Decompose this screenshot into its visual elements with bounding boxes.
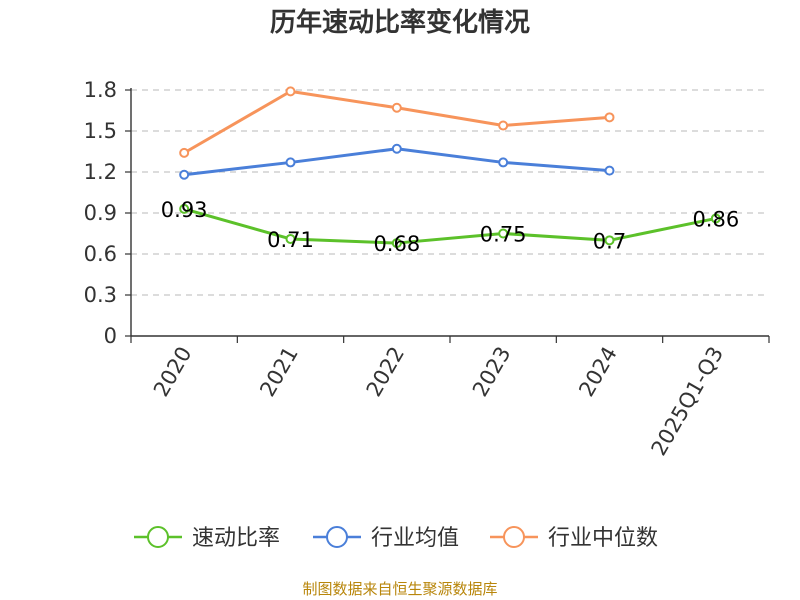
x-tick-label: 2020 [149,343,197,401]
data-point[interactable] [285,157,296,168]
data-point[interactable] [498,228,509,239]
data-point[interactable] [391,102,402,113]
data-point[interactable] [391,143,402,154]
data-label: 0.75 [480,223,527,247]
data-point[interactable] [285,86,296,97]
series-line-3 [183,89,610,155]
y-tick-label: 1.2 [84,160,117,184]
legend-label: 行业均值 [371,526,459,551]
data-point[interactable] [179,203,190,214]
data-label: 0.86 [692,207,739,231]
legend-marker [147,526,169,548]
legend-item-1[interactable]: 速动比率 [134,526,280,551]
data-point[interactable] [498,120,509,131]
data-label: 0.71 [267,228,314,252]
data-label: 0.7 [593,229,626,253]
data-point[interactable] [179,147,190,158]
axes: 0 0.3 0.6 0.9 1.2 1.5 1.8 2020 2021 2022 2023 2024 2… [84,78,770,460]
data-point[interactable] [604,235,615,246]
source-note: 制图数据来自恒生聚源数据库 [302,580,498,598]
series-group: 0.93 0.71 0.68 0.75 0.7 0.86 [161,86,739,256]
data-point[interactable] [604,165,615,176]
data-point[interactable] [179,169,190,180]
data-point[interactable] [391,238,402,249]
y-tick-label: 0.3 [84,283,117,307]
legend-marker [326,526,348,548]
data-point[interactable] [498,157,509,168]
x-tick-label: 2024 [574,343,622,401]
data-label: 0.68 [373,232,420,256]
chart-title: 历年速动比率变化情况 [269,8,530,38]
x-tick-label: 2022 [362,343,410,401]
data-point[interactable] [710,213,721,224]
y-tick-label: 0.9 [84,201,117,225]
y-tick-label: 0.6 [84,242,117,266]
legend-item-2[interactable]: 行业均值 [313,526,459,551]
legend-item-3[interactable]: 行业中位数 [490,526,658,551]
y-tick-label: 1.8 [84,78,117,102]
x-tick-label: 2021 [255,343,303,401]
legend-label: 行业中位数 [548,526,658,551]
data-label: 0.93 [161,198,208,222]
legend-marker [503,526,525,548]
y-tick-label: 1.5 [84,119,117,143]
x-tick-label: 2025Q1-Q3 [647,343,729,460]
y-tick-label: 0 [104,324,117,348]
legend[interactable]: 速动比率 行业均值 行业中位数 [134,526,658,551]
legend-label: 速动比率 [192,526,280,551]
data-point[interactable] [285,233,296,244]
grid-lines [131,89,769,296]
series-line-1 [183,207,717,245]
data-point[interactable] [604,112,615,123]
x-tick-label: 2023 [468,342,516,400]
